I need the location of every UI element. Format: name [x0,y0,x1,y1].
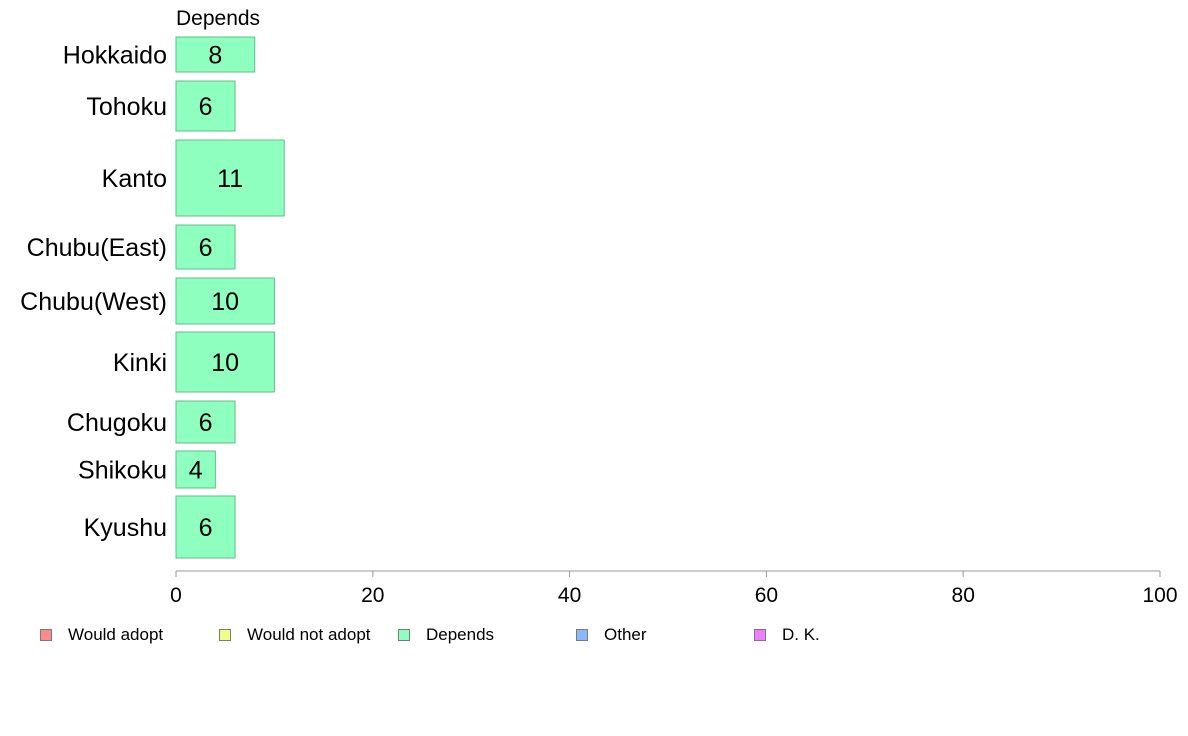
bars-group [175,36,285,559]
category-label: Hokkaido [63,42,167,70]
legend-label: Would not adopt [247,625,371,644]
legend-swatch [576,629,588,641]
x-tick-label: 40 [558,584,581,607]
value-label: 10 [211,288,239,316]
value-label: 6 [199,234,213,262]
value-labels-group: 8 6 11 6 10 10 6 4 6 [189,42,243,543]
legend-swatch [398,629,410,641]
bar-kyushu [175,495,236,559]
bar-chubu-east [175,224,236,270]
category-label: Chubu(West) [20,288,167,316]
legend-label: Other [604,625,647,644]
x-tick-label: 0 [170,584,182,607]
category-labels-group: Hokkaido Tohoku Kanto Chubu(East) Chubu(West… [20,42,167,543]
bar-chugoku [175,400,236,444]
legend-swatch [219,629,231,641]
x-ticks-group: 0 20 40 60 80 100 [170,571,1178,607]
bar-shikoku [175,450,216,489]
category-label: Tohoku [86,93,167,121]
legend-label: D. K. [782,625,820,644]
category-label: Kinki [113,349,167,377]
legend-item: Other [576,622,647,648]
legend-label: Depends [426,625,495,644]
category-label: Chugoku [67,409,167,437]
x-tick-label: 80 [952,584,975,607]
value-label: 11 [217,165,243,193]
value-label: 8 [208,42,222,70]
series-header: Depends [176,7,260,30]
value-label: 4 [189,457,203,485]
legend-label: Would adopt [68,625,164,644]
legend-swatch [754,629,766,641]
chart: Depends Hokkaido Tohoku Kanto Chubu(East) Ch… [20,7,1178,607]
bar-hokkaido [175,36,256,73]
category-label: Kanto [102,165,167,193]
legend-item: Depends [398,622,494,648]
value-label: 6 [199,409,213,437]
bar-kinki [175,331,275,393]
value-label: 6 [199,93,213,121]
category-label: Kyushu [84,514,167,542]
x-tick-label: 60 [755,584,778,607]
legend-item: Would adopt [40,622,163,648]
bar-tohoku [175,80,236,132]
legend-item: D. K. [754,622,820,648]
legend-item: Would not adopt [219,622,371,648]
value-label: 6 [199,514,213,542]
category-label: Chubu(East) [27,234,167,262]
x-tick-label: 20 [361,584,384,607]
legend: Would adopt Would not adopt Depends Other D.… [0,622,1188,648]
bar-chubu-west [175,277,275,325]
bar-kanto [175,139,285,217]
value-label: 10 [211,349,239,377]
category-label: Shikoku [78,457,167,485]
x-tick-label: 100 [1142,584,1177,607]
legend-swatch [40,629,52,641]
